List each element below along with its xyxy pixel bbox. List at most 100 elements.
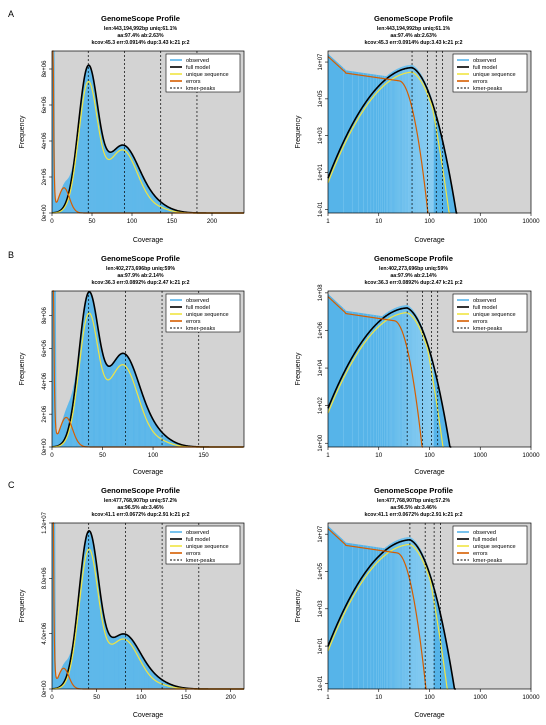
x-tick-label: 0	[50, 694, 54, 701]
y-tick-label: 0e+00	[42, 680, 48, 698]
chart-subtitle-line: kcov:36.3 err:0.0892% dup:2.47 k:21 p:2	[364, 280, 462, 286]
x-tick-label: 50	[89, 218, 96, 225]
y-tick-label: 1e+08	[318, 284, 324, 302]
errors-line	[327, 56, 429, 214]
y-tick-label: 0e+00	[42, 204, 48, 222]
x-tick-label: 150	[181, 694, 192, 701]
x-tick-label: 1	[326, 452, 330, 459]
legend-label: unique sequence	[186, 72, 229, 78]
chart-title: GenomeScope Profile	[101, 14, 180, 23]
y-tick-label: 1e-01	[318, 675, 324, 691]
x-tick-label: 10000	[522, 452, 540, 459]
legend-label: observed	[473, 298, 496, 304]
x-tick-label: 200	[225, 694, 236, 701]
chart-subtitle-line: len:477,768,907bp uniq:57.2%	[377, 498, 451, 504]
legend-label: errors	[473, 551, 488, 557]
chart-c-log-svg: GenomeScope Profile len:477,768,907bp uni…	[295, 486, 540, 719]
plot-a-log: GenomeScope Profile len:443,194,992bp uni…	[273, 5, 546, 245]
chart-subtitle-line: aa:97.4% ab:2.63%	[117, 33, 164, 39]
x-tick-label: 100	[424, 218, 435, 225]
x-axis-label: Coverage	[414, 237, 444, 244]
y-tick-label: 1e+03	[318, 600, 324, 618]
legend-label: kmer-peaks	[473, 558, 502, 564]
y-tick-label: 1e+05	[318, 90, 324, 108]
x-tick-label: 1000	[473, 694, 487, 701]
x-tick-label: 1000	[473, 218, 487, 225]
panel-label-a: A	[8, 9, 15, 19]
y-tick-label: 1e+03	[318, 127, 324, 145]
legend-label: errors	[186, 551, 201, 557]
chart-b-log-svg: GenomeScope Profile len:402,273,696bp uni…	[295, 254, 540, 476]
errors-line	[327, 528, 427, 690]
chart-subtitle-line: len:443,194,992bp uniq:61.1%	[377, 26, 451, 32]
y-axis-label: Frequency	[295, 589, 302, 623]
chart-subtitle-line: len:402,273,696bp uniq:59%	[379, 266, 448, 272]
chart-subtitle-line: kcov:36.3 err:0.0892% dup:2.47 k:21 p:2	[91, 280, 189, 286]
x-tick-label: 50	[99, 452, 106, 459]
plot-b-log: GenomeScope Profile len:402,273,696bp uni…	[273, 245, 546, 477]
legend-label: full model	[186, 305, 210, 311]
chart-a-log-svg: GenomeScope Profile len:443,194,992bp uni…	[295, 14, 540, 244]
x-axis-label: Coverage	[414, 469, 444, 476]
legend-label: observed	[186, 530, 209, 536]
plot-frame	[51, 522, 245, 690]
chart-subtitle-line: aa:97.9% ab:2.14%	[117, 273, 164, 279]
x-tick-label: 50	[93, 694, 100, 701]
chart-a-linear-svg: GenomeScope Profile len:443,194,992bp uni…	[19, 14, 245, 244]
chart-subtitle-line: kcov:45.3 err:0.0914% dup:3.43 k:21 p:2	[364, 40, 462, 46]
y-axis-label: Frequency	[295, 115, 302, 149]
y-tick-label: 4e+06	[42, 132, 48, 150]
chart-title: GenomeScope Profile	[101, 486, 180, 495]
y-tick-label: 6e+06	[42, 96, 48, 114]
panel-label-c: C	[8, 480, 15, 490]
full-model-line	[327, 538, 456, 690]
y-tick-label: 1e+07	[318, 525, 324, 543]
x-tick-label: 100	[136, 694, 147, 701]
x-axis-label: Coverage	[133, 469, 163, 476]
legend-label: observed	[186, 298, 209, 304]
full-model-line	[327, 66, 458, 214]
x-tick-label: 100	[148, 452, 159, 459]
y-tick-label: 1.2e+07	[42, 511, 48, 534]
chart-subtitle-line: aa:96.5% ab:3.46%	[117, 505, 164, 511]
chart-subtitle-line: kcov:41.1 err:0.0672% dup:2.91 k:21 p:2	[364, 512, 462, 518]
x-tick-label: 10000	[522, 694, 540, 701]
legend-label: errors	[473, 319, 488, 325]
x-tick-label: 0	[50, 218, 54, 225]
legend-label: errors	[473, 79, 488, 85]
chart-subtitle-line: len:402,273,696bp uniq:59%	[106, 266, 175, 272]
legend-label: unique sequence	[186, 544, 229, 550]
legend-label: kmer-peaks	[473, 326, 502, 332]
chart-subtitle-line: kcov:41.1 err:0.0672% dup:2.91 k:21 p:2	[91, 512, 189, 518]
legend-label: full model	[473, 537, 497, 543]
chart-subtitle-line: aa:96.5% ab:3.46%	[390, 505, 437, 511]
legend-label: unique sequence	[473, 72, 516, 78]
legend-label: unique sequence	[186, 312, 229, 318]
x-tick-label: 150	[167, 218, 178, 225]
legend-label: kmer-peaks	[186, 558, 215, 564]
y-axis-label: Frequency	[19, 115, 26, 149]
chart-subtitle-line: kcov:45.3 err:0.0914% dup:3.43 k:21 p:2	[91, 40, 189, 46]
y-tick-label: 2e+06	[42, 405, 48, 423]
x-tick-label: 150	[198, 452, 209, 459]
y-tick-label: 1e+04	[318, 359, 324, 377]
x-tick-label: 10000	[522, 218, 540, 225]
chart-title: GenomeScope Profile	[101, 254, 180, 263]
y-tick-label: 1e+00	[318, 434, 324, 452]
legend-label: errors	[186, 319, 201, 325]
x-tick-label: 1	[326, 694, 330, 701]
x-tick-label: 100	[127, 218, 138, 225]
chart-subtitle-line: aa:97.4% ab:2.63%	[390, 33, 437, 39]
x-tick-label: 200	[207, 218, 218, 225]
x-tick-label: 10	[375, 218, 382, 225]
y-tick-label: 1e+01	[318, 163, 324, 181]
observed-area	[52, 51, 244, 213]
y-tick-label: 8e+06	[42, 307, 48, 325]
x-axis-label: Coverage	[133, 712, 163, 719]
chart-subtitle-line: len:443,194,992bp uniq:61.1%	[104, 26, 178, 32]
legend-label: kmer-peaks	[186, 86, 215, 92]
y-tick-label: 1e+01	[318, 637, 324, 655]
chart-subtitle-line: aa:97.9% ab:2.14%	[390, 273, 437, 279]
x-tick-label: 0	[50, 452, 54, 459]
y-tick-label: 8e+06	[42, 60, 48, 78]
